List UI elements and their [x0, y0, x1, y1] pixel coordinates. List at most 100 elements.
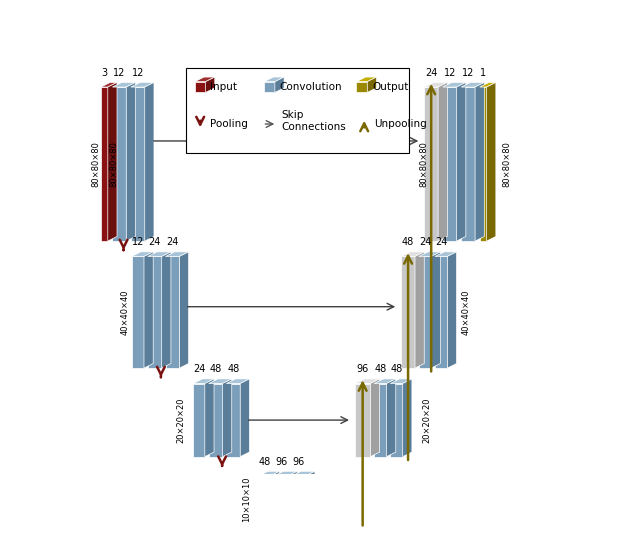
- Text: 24: 24: [435, 237, 447, 247]
- Polygon shape: [162, 252, 171, 368]
- Polygon shape: [292, 471, 315, 476]
- Polygon shape: [144, 252, 153, 368]
- Polygon shape: [387, 379, 396, 457]
- Text: Input: Input: [210, 82, 237, 92]
- Polygon shape: [443, 87, 456, 241]
- Polygon shape: [435, 256, 447, 368]
- Polygon shape: [132, 256, 144, 368]
- Text: 24: 24: [166, 237, 179, 247]
- Polygon shape: [259, 476, 270, 522]
- Text: 48: 48: [227, 364, 239, 374]
- Polygon shape: [145, 83, 154, 241]
- Polygon shape: [193, 384, 205, 457]
- Text: 12: 12: [113, 68, 125, 78]
- Polygon shape: [108, 83, 117, 241]
- Text: Convolution: Convolution: [280, 82, 342, 92]
- Text: 3: 3: [101, 68, 108, 78]
- Text: 80×80×80: 80×80×80: [109, 141, 118, 187]
- Polygon shape: [132, 252, 153, 256]
- Polygon shape: [101, 87, 108, 241]
- Text: 96: 96: [356, 364, 369, 374]
- Text: 12: 12: [132, 68, 144, 78]
- Polygon shape: [356, 77, 376, 82]
- Polygon shape: [264, 82, 275, 92]
- Text: 48: 48: [209, 364, 221, 374]
- Polygon shape: [461, 83, 484, 87]
- Text: 48: 48: [402, 237, 414, 247]
- Polygon shape: [415, 252, 424, 368]
- Polygon shape: [148, 256, 162, 368]
- Text: 10×10×10: 10×10×10: [242, 477, 251, 522]
- Polygon shape: [390, 379, 412, 384]
- Polygon shape: [306, 471, 315, 522]
- Polygon shape: [131, 87, 145, 241]
- Polygon shape: [274, 476, 288, 522]
- Polygon shape: [431, 252, 440, 368]
- Polygon shape: [355, 379, 380, 384]
- Polygon shape: [401, 252, 424, 256]
- Polygon shape: [186, 68, 409, 152]
- Text: 48: 48: [374, 364, 387, 374]
- Polygon shape: [240, 379, 250, 457]
- Polygon shape: [205, 77, 215, 92]
- Polygon shape: [288, 471, 297, 522]
- Polygon shape: [424, 83, 447, 87]
- Text: Output: Output: [372, 82, 408, 92]
- Polygon shape: [227, 379, 250, 384]
- Polygon shape: [274, 471, 297, 476]
- Polygon shape: [113, 83, 136, 87]
- Text: 48: 48: [390, 364, 403, 374]
- Polygon shape: [356, 82, 367, 92]
- Polygon shape: [435, 252, 456, 256]
- Polygon shape: [264, 77, 284, 82]
- Polygon shape: [101, 83, 117, 87]
- Polygon shape: [205, 379, 214, 457]
- Polygon shape: [486, 83, 496, 241]
- Polygon shape: [461, 87, 475, 241]
- Text: 40×40×40: 40×40×40: [121, 289, 130, 335]
- Polygon shape: [443, 83, 466, 87]
- Polygon shape: [209, 379, 232, 384]
- Polygon shape: [259, 471, 280, 476]
- Polygon shape: [480, 87, 486, 241]
- Text: 12: 12: [444, 68, 456, 78]
- Text: Skip
Connections: Skip Connections: [281, 110, 346, 132]
- Polygon shape: [401, 256, 415, 368]
- Text: Unpooling: Unpooling: [374, 119, 427, 129]
- Text: 48: 48: [259, 457, 271, 467]
- Polygon shape: [374, 384, 387, 457]
- Polygon shape: [179, 252, 189, 368]
- Polygon shape: [456, 83, 466, 241]
- Text: 20×20×20: 20×20×20: [177, 397, 186, 443]
- Polygon shape: [270, 471, 280, 522]
- Polygon shape: [195, 82, 205, 92]
- Text: 1: 1: [480, 68, 486, 78]
- Polygon shape: [438, 83, 447, 241]
- Text: 12: 12: [132, 237, 144, 247]
- Text: 96: 96: [292, 457, 305, 467]
- Polygon shape: [166, 256, 179, 368]
- Polygon shape: [227, 384, 240, 457]
- Polygon shape: [275, 77, 284, 92]
- Polygon shape: [113, 87, 126, 241]
- Text: 24: 24: [425, 68, 437, 78]
- Text: 80×80×80: 80×80×80: [420, 141, 429, 187]
- Polygon shape: [371, 379, 380, 457]
- Polygon shape: [475, 83, 484, 241]
- Text: 80×80×80: 80×80×80: [502, 141, 511, 187]
- Text: 24: 24: [193, 364, 205, 374]
- Polygon shape: [195, 77, 215, 82]
- Polygon shape: [223, 379, 232, 457]
- Polygon shape: [419, 256, 431, 368]
- Text: 20×20×20: 20×20×20: [422, 397, 431, 443]
- Polygon shape: [374, 379, 396, 384]
- Polygon shape: [390, 384, 403, 457]
- Text: 12: 12: [462, 68, 474, 78]
- Polygon shape: [209, 384, 223, 457]
- Polygon shape: [367, 77, 376, 92]
- Text: 96: 96: [275, 457, 287, 467]
- Text: 80×80×80: 80×80×80: [91, 141, 100, 187]
- Polygon shape: [193, 379, 214, 384]
- Polygon shape: [419, 252, 440, 256]
- Polygon shape: [131, 83, 154, 87]
